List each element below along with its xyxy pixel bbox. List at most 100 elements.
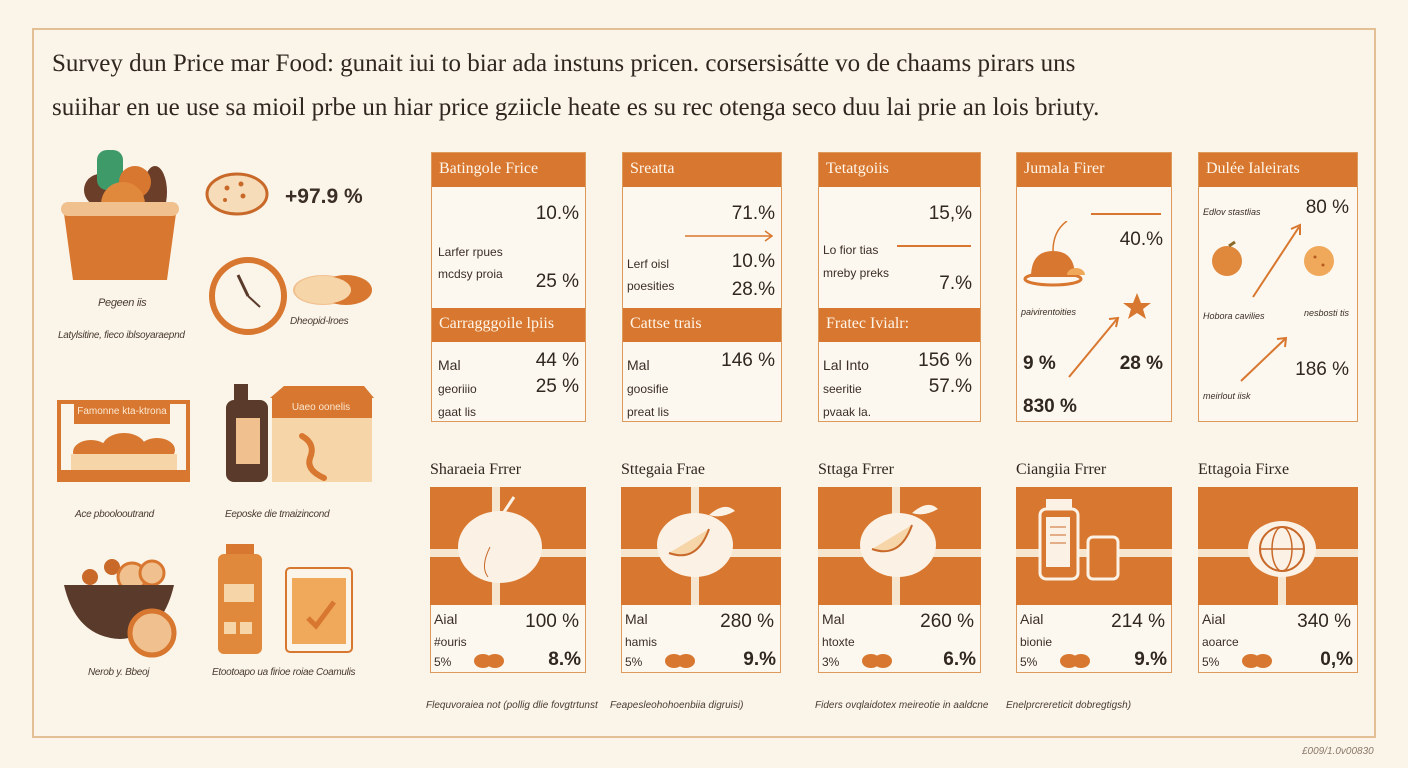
card-value: 9 % [1023, 353, 1056, 374]
row-label: seeritie [823, 382, 862, 396]
nuts-icon [665, 654, 695, 668]
trend-arrow-star-icon [1068, 293, 1151, 378]
row-label: hamis [625, 635, 658, 649]
row-value: 340 % [1297, 611, 1351, 632]
bottom-card-title: Ettagoia Firxe [1198, 461, 1290, 478]
row-value: 8.% [548, 649, 581, 670]
card-value: 10.% [535, 203, 579, 224]
fruit-trend-icons [1212, 223, 1334, 382]
nuts-icon [1242, 654, 1272, 668]
price-card: Sreatta 71.% Lerf oisl 10.% poesities 28… [622, 152, 782, 422]
card-value: 10.% [731, 251, 775, 272]
bottom-card-stats: Mal 260 % htoxte 3% 6.% [818, 605, 981, 673]
row-value: 9.% [743, 649, 776, 670]
footnote: Fiders ovqlaidotex meireotie in aaldcne [815, 700, 989, 711]
nuts-icon [474, 654, 504, 668]
row-value: 6.% [943, 649, 976, 670]
basket-sublabel: Latylsitine, fieco iblsoyaraepnd [58, 330, 185, 341]
bottom-card-stats: Mal 280 % hamis 5% 9.% [621, 605, 781, 673]
card-header: Batingole Frice [432, 153, 585, 187]
row-label: georiiio [438, 382, 477, 396]
card-header: Tetatgoiis [819, 153, 980, 187]
arrow-right-icon [685, 230, 774, 242]
card-label: Lerf oisl [627, 257, 670, 271]
cookie-percent: +97.9 % [285, 185, 363, 208]
bottle-and-box-icon [226, 384, 374, 482]
row-label: 5% [1202, 655, 1220, 669]
row-label: Mal [627, 357, 650, 373]
card-value: 7.% [939, 273, 972, 294]
card-label: meirlout iisk [1203, 391, 1251, 401]
page-title: Survey dun Price mar Food: gunait iui to… [52, 42, 1352, 130]
bottom-card-image [1198, 487, 1358, 605]
divider-line [1091, 213, 1161, 215]
row-label: gaat lis [438, 405, 477, 419]
bottom-card-title: Sttegaia Frae [621, 461, 705, 478]
row-value: 156 % [918, 350, 972, 371]
row-label: 5% [434, 655, 452, 669]
vegetable-basket-icon [61, 150, 179, 280]
row-value: 260 % [920, 611, 974, 632]
row-label: Mal [438, 357, 461, 373]
bowl-label: Nerob y. Bbeoj [88, 667, 150, 678]
row-label: aoarce [1202, 635, 1239, 649]
row-label: htoxte [822, 635, 855, 649]
price-card: Batingole Frice 10.% Larfer rpues mcdsy … [431, 152, 586, 422]
globe-icon [1198, 521, 1358, 605]
row-value: 44 % [535, 350, 579, 371]
card-value: 15,% [928, 203, 972, 224]
bottom-card-title: Ciangiia Frrer [1016, 461, 1107, 478]
row-value: 25 % [535, 376, 579, 397]
row-value: 146 % [721, 350, 775, 371]
row-label: bionie [1020, 635, 1053, 649]
card-header: Jumala Firer [1017, 153, 1171, 187]
row-label: 3% [822, 655, 840, 669]
basket-label: Pegeen iis [98, 297, 147, 309]
row-label: Lal Into [823, 357, 869, 373]
nuts-icon [1060, 654, 1090, 668]
row-label: goosifie [627, 382, 669, 396]
bottom-card-image [818, 487, 981, 605]
melon-slice-icon [621, 487, 781, 605]
card-label: poesities [627, 279, 675, 293]
bottom-card-image [430, 487, 586, 605]
card-value: 830 % [1023, 396, 1077, 417]
card-subheader: Fratec Ivialr: [819, 308, 980, 342]
footnote: Flequvoraiea not (pollig dlie fovgtrtuns… [426, 700, 598, 711]
row-label: preat lis [627, 405, 670, 419]
jars-icon [1016, 499, 1172, 581]
pear-icon [430, 487, 586, 605]
image-code: £009/1.0v00830 [1302, 746, 1374, 757]
card-header: Sreatta [623, 153, 781, 187]
card-label: nesbosti tis [1303, 308, 1349, 318]
card-label: Larfer rpues [438, 245, 503, 259]
row-value: 214 % [1111, 611, 1165, 632]
card-subheader: Carragggoile lpiis [432, 308, 585, 342]
bottom-card-image [621, 487, 781, 605]
card-value: 25 % [535, 271, 579, 292]
display-sign: Famonne kta-ktrona [74, 400, 170, 424]
card-label: mcdsy proia [438, 267, 503, 281]
clock-label: Dheopid-lroes [290, 316, 349, 327]
price-card: Tetatgoiis 15,% Lo fior tias mreby preks… [818, 152, 981, 422]
card-label: Lo fior tias [823, 243, 879, 257]
divider-line [897, 245, 971, 247]
infographic-frame [32, 28, 1376, 738]
bottom-card-title: Sharaeia Frrer [430, 461, 522, 478]
row-value: 280 % [720, 611, 774, 632]
card-label: Edlov stastlias [1203, 207, 1261, 217]
clock-icon [209, 257, 372, 335]
row-label: Mal [822, 611, 845, 627]
card-label: paivirentoities [1021, 307, 1077, 317]
bottom-card-image [1016, 487, 1172, 605]
cookie-icon [205, 172, 269, 216]
title-line-2: suiihar en ue use sa mioil prbe un hiar … [52, 94, 1100, 121]
box-sign: Uaeo oonelis [291, 402, 351, 413]
row-label: Aial [1020, 611, 1044, 627]
jar-label: Etootoapo ua firioe roiae Coamulis [212, 667, 356, 678]
price-card: Jumala Firer 40.% paivirentoities 9 % 28… [1016, 152, 1172, 422]
card-value: 186 % [1295, 359, 1349, 380]
card-header: Dulée Ialeirats [1199, 153, 1357, 187]
bottom-card-stats: Aial 340 % aoarce 5% 0,% [1198, 605, 1358, 673]
footnote: Enelprcrereticit dobregtigsh) [1006, 700, 1132, 711]
